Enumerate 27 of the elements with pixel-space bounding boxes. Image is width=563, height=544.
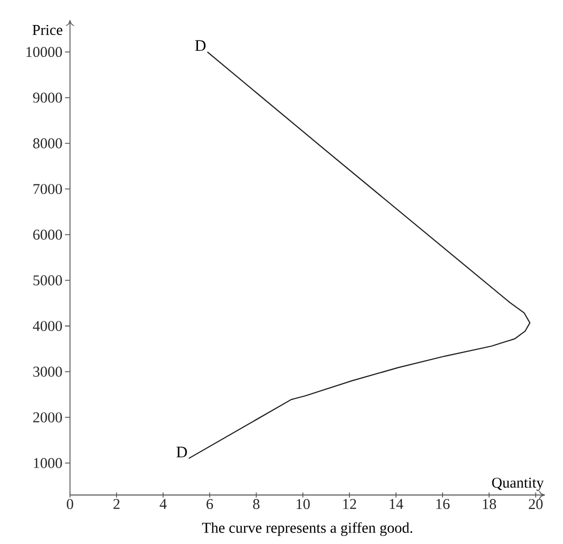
x-tick-label: 12 <box>343 499 356 509</box>
line-series <box>188 51 530 460</box>
x-tick-label: 4 <box>160 499 167 509</box>
x-tick-label: 6 <box>206 499 214 510</box>
y-tick-label: 9000 <box>33 92 62 103</box>
y-tick-label: 7000 <box>34 184 62 194</box>
x-tick-label: 8 <box>253 499 260 510</box>
y-tick-label: 1000 <box>34 458 62 468</box>
y-tick-label: 3000 <box>33 366 62 377</box>
y-tick-label: 8000 <box>33 138 62 148</box>
x-tick-label: 20 <box>528 499 543 510</box>
x-tick-label: 0 <box>66 499 74 510</box>
x-tick-label: 10 <box>296 499 310 510</box>
text: The curve represents a giffen good. <box>202 522 412 536</box>
x-tick-label: 14 <box>390 499 404 509</box>
x-tick-label: 2 <box>113 499 120 509</box>
y-tick-label: 5000 <box>33 275 62 286</box>
y-tick-label: 2000 <box>33 412 62 422</box>
y-axis-title: Price <box>32 24 62 35</box>
y-tick-label: 10000 <box>26 46 62 58</box>
annotation: D <box>176 446 187 458</box>
x-axis-title: Quantity <box>492 478 544 491</box>
x-tick-label: 18 <box>482 499 496 510</box>
y-tick-label: 4000 <box>32 320 62 332</box>
x-tick-label: 16 <box>436 499 450 510</box>
annotation: D <box>195 40 206 51</box>
y-tick-label: 6000 <box>33 230 62 240</box>
